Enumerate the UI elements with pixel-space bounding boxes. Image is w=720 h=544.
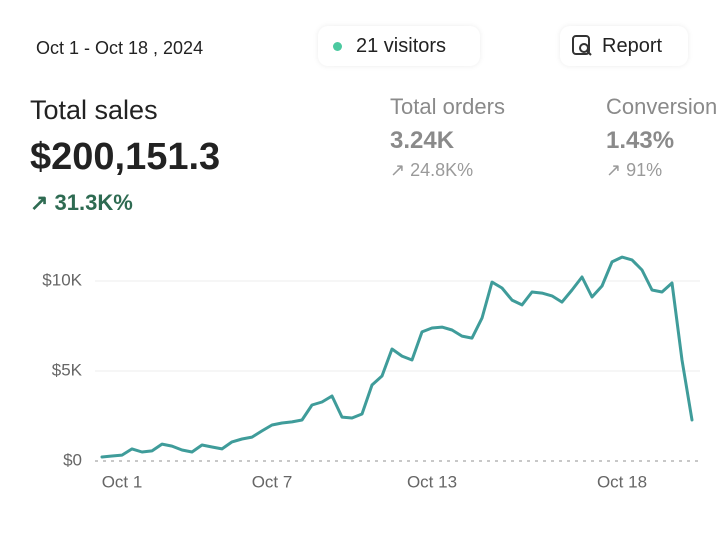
metric-label: Total orders: [390, 94, 505, 119]
y-tick-label: $5K: [52, 360, 83, 379]
metric-value: 3.24K: [390, 127, 455, 154]
report: Report: [602, 34, 663, 57]
change: 31.3K%: [54, 190, 133, 215]
y-tick-label: $10K: [42, 270, 82, 289]
visitors-pill[interactable]: 21 visitors: [318, 26, 480, 66]
x-tick-label: Oct 13: [407, 472, 457, 491]
metric-value: $200,151.3: [30, 136, 221, 178]
metric-label: Total sales: [30, 95, 158, 125]
metric-label: Conversion: [606, 94, 718, 119]
change: 91%: [626, 160, 663, 180]
date-range[interactable]: Oct 1 - Oct 18 , 2024: [36, 38, 204, 58]
x-tick-label: Oct 18: [597, 472, 647, 491]
arrow: ↗: [30, 190, 55, 215]
visitors: 21 visitors: [356, 34, 447, 57]
status-dot: [333, 41, 342, 51]
x-tick-label: Oct 7: [252, 472, 293, 491]
change: 24.8K%: [410, 160, 474, 180]
metric-change: ↗ 24.8K%: [390, 160, 473, 181]
metric-change: ↗ 31.3K%: [30, 190, 133, 216]
report-button[interactable]: Report: [560, 26, 688, 66]
report-icon: [572, 35, 592, 56]
y-tick-label: $0: [63, 450, 82, 469]
sales-line: [100, 255, 694, 459]
metric-change: ↗ 91%: [606, 160, 662, 181]
metric-value: 1.43%: [606, 127, 675, 154]
arrow: ↗: [606, 160, 627, 180]
x-tick-label: Oct 1: [102, 472, 143, 491]
arrow: ↗: [390, 160, 411, 180]
